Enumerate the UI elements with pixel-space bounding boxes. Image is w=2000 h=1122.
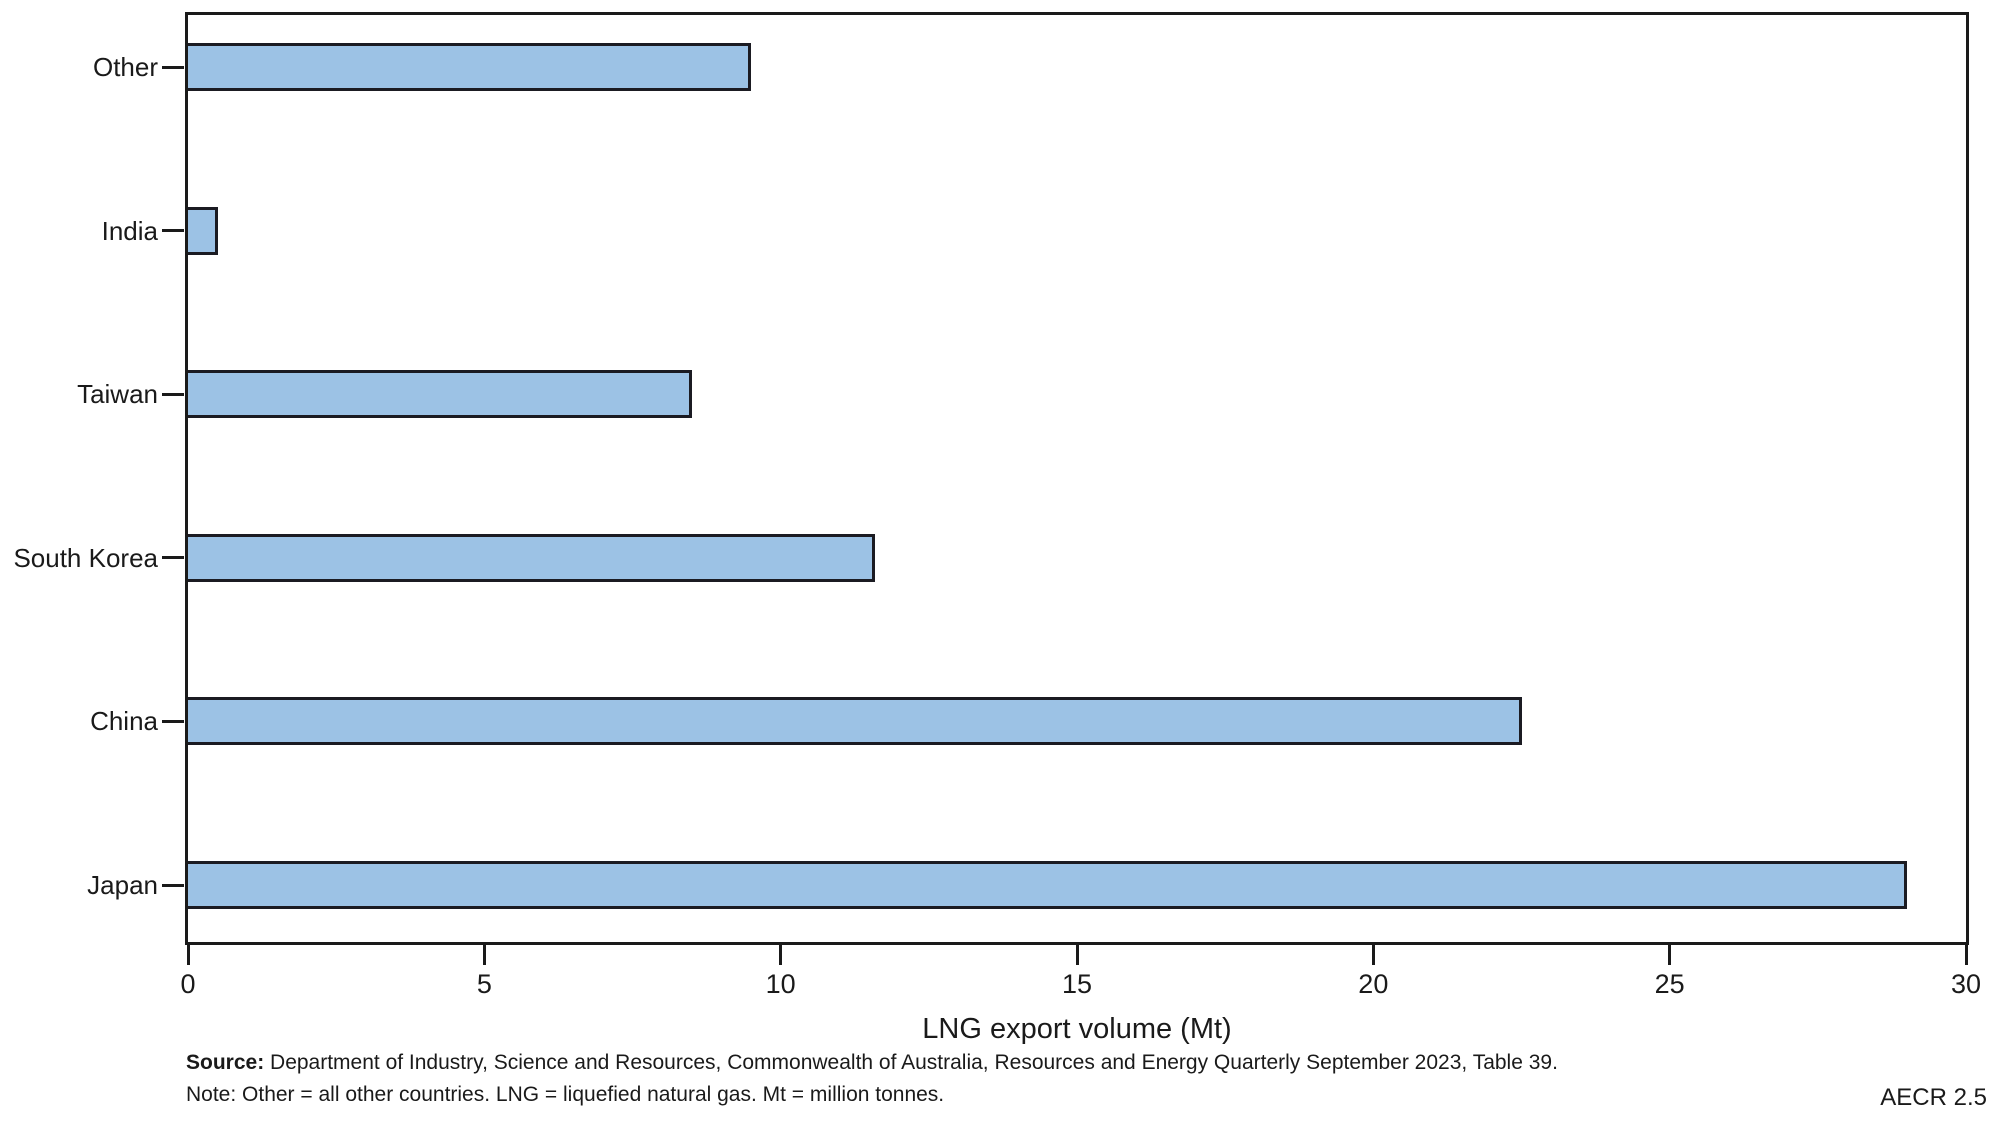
y-tick-japan: [162, 883, 184, 887]
y-tick-taiwan: [162, 392, 184, 396]
bar-japan: [188, 861, 1907, 909]
y-tick-india: [162, 229, 184, 233]
source-label: Source:: [186, 1051, 265, 1074]
x-tick-label-25: 25: [1654, 969, 1685, 999]
x-tick-15: [1075, 945, 1079, 965]
y-label-india: India: [101, 215, 158, 246]
x-tick-label-20: 20: [1358, 969, 1389, 999]
bar-south-korea: [188, 533, 876, 582]
source-text: Department of Industry, Science and Reso…: [264, 1051, 1558, 1074]
y-label-taiwan: Taiwan: [77, 379, 158, 410]
x-tick-20: [1371, 945, 1375, 965]
bar-other: [188, 43, 752, 91]
y-label-other: Other: [92, 52, 158, 82]
bar-india: [188, 206, 218, 255]
bar-taiwan: [188, 370, 692, 419]
y-tick-china: [162, 719, 184, 723]
source-note: Source: Department of Industry, Science …: [186, 1050, 1786, 1076]
x-axis-title: LNG export volume (Mt): [922, 1013, 1232, 1045]
x-tick-label-0: 0: [180, 969, 196, 999]
x-tick-0: [186, 945, 190, 965]
figure-reference: AECR 2.5: [1880, 1084, 1987, 1111]
x-tick-label-15: 15: [1061, 969, 1093, 999]
x-tick-label-5: 5: [476, 969, 492, 999]
footnote: Note: Other = all other countries. LNG =…: [186, 1083, 945, 1106]
x-tick-25: [1668, 945, 1672, 965]
x-tick-10: [779, 945, 783, 965]
bar-china: [188, 697, 1522, 746]
y-tick-other: [162, 65, 184, 69]
x-tick-5: [482, 945, 486, 965]
y-label-japan: Japan: [87, 870, 158, 900]
plot-area: [185, 12, 1969, 945]
y-label-china: China: [90, 706, 158, 737]
x-tick-label-30: 30: [1950, 969, 1982, 999]
x-tick-30: [1964, 945, 1968, 965]
y-tick-south-korea: [162, 556, 184, 560]
x-tick-label-10: 10: [765, 969, 796, 999]
y-label-south-korea: South Korea: [13, 542, 158, 573]
